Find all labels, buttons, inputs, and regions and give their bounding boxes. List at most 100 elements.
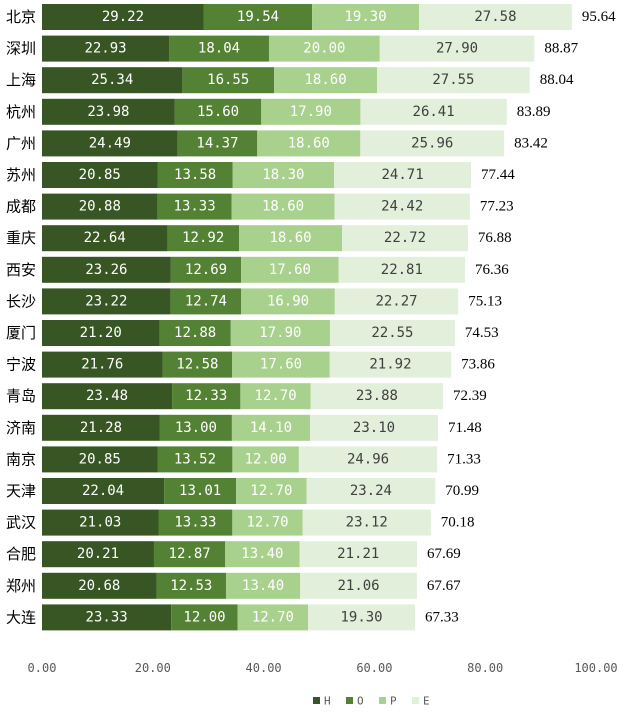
data-label: 20.88 xyxy=(79,199,121,215)
bar-segment-e xyxy=(298,446,438,473)
total-label: 67.69 xyxy=(427,546,461,562)
total-label: 88.87 xyxy=(544,41,578,57)
data-label: 22.81 xyxy=(381,262,423,278)
category-label: 西安 xyxy=(6,261,36,279)
data-label: 24.71 xyxy=(381,167,423,183)
data-label: 26.41 xyxy=(413,104,455,120)
data-label: 21.20 xyxy=(80,325,122,341)
total-label: 76.88 xyxy=(478,230,512,246)
bar-row: 宁波 21.76 12.58 17.60 21.92 73.86 xyxy=(6,351,495,378)
bar-segment-o xyxy=(159,414,232,441)
data-label: 13.58 xyxy=(174,167,216,183)
legend-label: O xyxy=(357,695,364,708)
category-label: 天津 xyxy=(6,482,36,500)
data-label: 22.04 xyxy=(82,483,124,499)
data-label: 24.96 xyxy=(347,451,389,467)
x-tick-label: 20.00 xyxy=(135,661,171,675)
bar-segment-e xyxy=(310,383,444,410)
category-label: 济南 xyxy=(6,419,36,437)
bar-segment-e xyxy=(300,572,417,599)
bar-row: 长沙 23.22 12.74 16.90 22.27 75.13 xyxy=(6,288,502,315)
data-label: 18.60 xyxy=(305,72,347,88)
bar-segment-o xyxy=(156,572,226,599)
bar-segment-o xyxy=(164,478,237,504)
bar-segment-o xyxy=(167,225,240,252)
category-label: 杭州 xyxy=(6,103,36,121)
data-label: 12.87 xyxy=(169,546,211,562)
total-label: 71.48 xyxy=(448,420,482,436)
category-label: 广州 xyxy=(6,134,36,152)
data-label: 23.98 xyxy=(87,104,129,120)
bar-segment-p xyxy=(261,98,361,125)
data-label: 12.00 xyxy=(183,609,225,625)
bar-row: 南京 20.85 13.52 12.00 24.96 71.33 xyxy=(6,446,481,473)
data-label: 21.03 xyxy=(79,515,121,531)
data-label: 13.52 xyxy=(174,451,216,467)
total-label: 77.44 xyxy=(481,167,515,183)
bar-segment-e xyxy=(334,162,472,188)
data-label: 14.37 xyxy=(196,135,238,151)
bar-segment-o xyxy=(170,256,242,283)
bar-row: 厦门 21.20 12.88 17.90 22.55 74.53 xyxy=(6,320,499,346)
bar-row: 深圳 22.93 18.04 20.00 27.90 88.87 xyxy=(6,35,579,62)
bar-segment-p xyxy=(241,256,339,283)
data-label: 27.55 xyxy=(432,72,474,88)
data-label: 22.93 xyxy=(84,41,126,57)
bar-segment-p xyxy=(230,320,330,346)
bar-segment-h xyxy=(42,4,204,30)
bar-segment-p xyxy=(225,541,300,568)
bars-group: 北京 29.22 19.54 19.30 27.58 95.64 深圳 22.93 18.04 2… xyxy=(6,4,616,631)
data-label: 27.90 xyxy=(436,41,478,57)
bar-segment-o xyxy=(157,446,233,473)
bar-segment-e xyxy=(360,130,505,157)
data-label: 20.85 xyxy=(79,451,121,467)
bar-row: 杭州 23.98 15.60 17.90 26.41 83.89 xyxy=(6,98,551,125)
data-label: 21.76 xyxy=(81,357,123,373)
bar-segment-e xyxy=(334,288,459,315)
bar-segment-h xyxy=(42,351,163,378)
bar-segment-p xyxy=(232,509,303,536)
data-label: 19.54 xyxy=(237,9,279,25)
category-label: 上海 xyxy=(6,71,36,89)
data-label: 13.33 xyxy=(174,199,216,215)
x-tick-label: 80.00 xyxy=(467,661,503,675)
category-label: 合肥 xyxy=(6,545,36,563)
bar-segment-h xyxy=(42,67,183,94)
legend-swatch xyxy=(379,697,386,704)
bar-segment-p xyxy=(232,351,330,378)
data-label: 23.33 xyxy=(86,609,128,625)
data-label: 13.40 xyxy=(242,578,284,594)
data-label: 12.70 xyxy=(250,483,292,499)
bar-segment-p xyxy=(232,162,335,188)
category-label: 长沙 xyxy=(6,292,36,310)
data-label: 23.24 xyxy=(350,483,392,499)
bar-segment-h xyxy=(42,478,165,504)
data-label: 18.60 xyxy=(288,135,330,151)
category-label: 重庆 xyxy=(6,229,36,247)
bar-segment-e xyxy=(329,320,455,346)
data-label: 17.90 xyxy=(290,104,332,120)
data-label: 23.26 xyxy=(85,262,127,278)
total-label: 77.23 xyxy=(480,199,514,215)
legend-label: H xyxy=(324,695,331,708)
data-label: 17.60 xyxy=(269,262,311,278)
legend-swatch xyxy=(412,697,419,704)
data-label: 22.55 xyxy=(371,325,413,341)
data-label: 12.69 xyxy=(185,262,227,278)
data-label: 21.21 xyxy=(337,546,379,562)
data-label: 12.58 xyxy=(176,357,218,373)
data-label: 24.49 xyxy=(89,135,131,151)
bar-segment-h xyxy=(42,383,173,410)
bar-segment-o xyxy=(157,193,232,220)
data-label: 12.70 xyxy=(252,609,294,625)
bar-segment-p xyxy=(225,572,301,599)
total-label: 74.53 xyxy=(465,325,499,341)
x-axis: 0.00 20.00 40.00 60.00 80.00 100.00 xyxy=(28,661,618,675)
bar-segment-h xyxy=(42,414,160,441)
data-label: 21.28 xyxy=(80,420,122,436)
data-label: 25.96 xyxy=(411,135,453,151)
bar-segment-p xyxy=(237,604,309,631)
bar-row: 大连 23.33 12.00 12.70 19.30 67.33 xyxy=(6,604,459,631)
data-label: 24.42 xyxy=(381,199,423,215)
